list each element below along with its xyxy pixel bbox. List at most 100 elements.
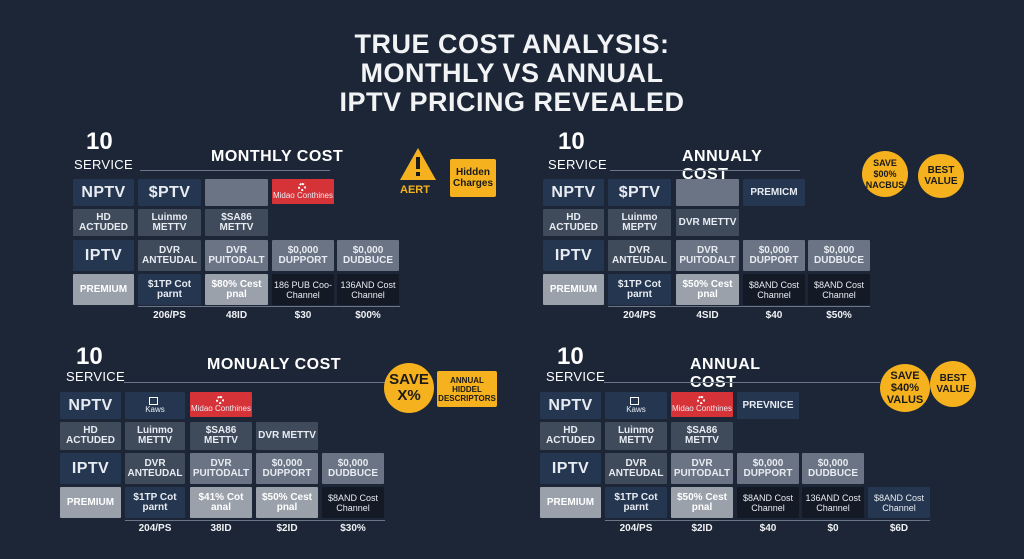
cell-cest: $80% Cest pnal	[205, 274, 268, 305]
gear-icon	[297, 182, 306, 191]
footer-value: $6D	[889, 523, 909, 534]
cell-1tp: $1TP Cot parnt	[608, 274, 671, 305]
best-value-badge: BEST VALUE	[930, 361, 976, 407]
cell-empty	[205, 179, 268, 206]
panel-heading: MONTHLY COST	[211, 148, 344, 165]
cell-dvr-2: DVR PUITODALT	[190, 453, 252, 484]
cell-support: $0,000 DUPPORT	[743, 240, 805, 271]
cell-kaws: Kaws	[125, 392, 185, 419]
cell-support: $0,000 DUPPORT	[272, 240, 334, 271]
cell-dvr-2: DVR PUITODALT	[671, 453, 733, 484]
best-value-badge: BEST VALUE	[918, 154, 964, 198]
cell-luinmo: Luinmo METTV	[138, 209, 201, 236]
cell-dudbuce: $0,000 DUDBUCE	[322, 453, 384, 484]
cell-kaws-label: Kaws	[145, 404, 165, 414]
cell-iptv: IPTV	[540, 453, 601, 484]
cell-luinmo: Luinmo METTV	[125, 422, 185, 450]
save-badge: SAVE $40% VALUS	[880, 364, 930, 412]
service-label: SERVICE	[546, 369, 605, 384]
cell-cost-channel: $8AND Cost Channel	[868, 487, 930, 518]
cell-midao: Midao Conthines	[190, 392, 252, 417]
cell-dudbuce: $0,000 DUDBUCE	[802, 453, 864, 484]
save-badge: SAVE X%	[384, 363, 434, 413]
cell-cost-channel: $8AND Cost Channel	[743, 274, 805, 305]
cell-cost-channel: 136AND Cost Channel	[337, 274, 399, 305]
cell-hd: HD ACTUDED	[73, 209, 134, 236]
cell-nptv: NPTV	[73, 179, 134, 206]
footer-value: $40	[759, 523, 777, 534]
panel-annualy-cost: 10 SERVICE ANNUALY COST SAVE $00% NACBUS…	[0, 0, 964, 321]
cell-iptv: IPTV	[73, 240, 134, 271]
footer-value: $40	[765, 310, 783, 321]
alert-icon	[400, 148, 436, 180]
cell-support: $0,000 DUPPORT	[256, 453, 318, 484]
cell-nptv: NPTV	[60, 392, 121, 419]
cell-iptv: IPTV	[60, 453, 121, 484]
cell-luinmo: Luinmo MEPTV	[608, 209, 671, 236]
cell-nptv: NPTV	[543, 179, 604, 206]
panel-heading: MONUALY COST	[207, 356, 342, 373]
cell-cest: $50% Cest pnal	[671, 487, 733, 518]
footer-value: 48ID	[225, 310, 248, 321]
divider	[605, 520, 930, 521]
cell-dvr-2: DVR PUITODALT	[205, 240, 268, 271]
cell-hd: HD ACTUDED	[540, 422, 601, 450]
service-count: 10	[76, 343, 103, 370]
divider	[125, 520, 385, 521]
cell-premium: PREMIUM	[540, 487, 601, 518]
cell-midao-label: Midao Conthines	[671, 403, 733, 413]
service-count: 10	[557, 343, 584, 370]
footer-value: 4SID	[696, 310, 719, 321]
gear-icon	[696, 395, 705, 404]
service-count: 10	[86, 128, 113, 155]
title-line-3: IPTV PRICING REVEALED	[339, 87, 685, 117]
service-label: SERVICE	[548, 157, 607, 172]
cell-1tp: $1TP Cot parnt	[605, 487, 667, 518]
cell-kaws: Kaws	[605, 392, 667, 419]
title-line-2: MONTHLY VS ANNUAL	[360, 58, 664, 88]
cell-cost-channel: $8AND Cost Channel	[322, 487, 384, 518]
cell-prevnice: PREVNICE	[737, 392, 799, 419]
cell-cost-channel: $8AND Cost Channel	[737, 487, 799, 518]
cell-premium-tier: PREMICM	[743, 179, 805, 206]
cell-nptv: NPTV	[540, 392, 601, 419]
cell-midao-label: Midao Conthines	[190, 403, 252, 413]
title-line-1: TRUE COST ANALYSIS:	[354, 29, 670, 59]
cell-kaws-label: Kaws	[626, 404, 646, 414]
cell-dudbuce: $0,000 DUDBUCE	[808, 240, 870, 271]
cell-dvr-1: DVR ANTEUDAL	[125, 453, 185, 484]
annual-hidden-tag: ANNUAL HIDDEL DESCRIPTORS	[437, 371, 497, 407]
cell-1tp: $1TP Cot parnt	[125, 487, 185, 518]
footer-value: $2ID	[276, 523, 298, 534]
cell-support: $0,000 DUPPORT	[737, 453, 799, 484]
cell-dvr-1: DVR ANTEUDAL	[608, 240, 671, 271]
footer-value: 204/PS	[138, 523, 172, 534]
cell-sptv: $PTV	[138, 179, 201, 206]
cell-sa86: $SA86 METTV	[671, 422, 733, 450]
cell-cost-channel: $8AND Cost Channel	[808, 274, 870, 305]
cell-dvr-1: DVR ANTEUDAL	[138, 240, 201, 271]
cell-dvr-mettv: DVR METTV	[676, 209, 739, 236]
footer-value: 38ID	[210, 523, 232, 534]
cell-midao-label: Midao Conthines	[272, 190, 334, 200]
divider	[604, 382, 880, 383]
cell-midao: Midao Conthines	[671, 392, 733, 417]
footer-value: $30%	[340, 523, 366, 534]
cell-premium: PREMIUM	[73, 274, 134, 305]
cell-coo-channel: 186 PUB Coo-Channel	[272, 274, 334, 305]
cell-dvr-2: DVR PUITODALT	[676, 240, 739, 271]
cell-cest: $50% Cest pnal	[256, 487, 318, 518]
divider	[608, 306, 870, 307]
cell-hd: HD ACTUDED	[543, 209, 604, 236]
footer-value: $00%	[355, 310, 381, 321]
cell-dvr-1: DVR ANTEUDAL	[605, 453, 667, 484]
cell-cot-anal: $41% Cot anal	[190, 487, 252, 518]
cell-sa86: $SA86 METTV	[190, 422, 252, 450]
cell-midao: Midao Conthines	[272, 179, 334, 204]
panel-annual-cost: 10 SERVICE ANNUAL COST SAVE $40% VALUS B…	[0, 0, 976, 534]
page-title: TRUE COST ANALYSIS: MONTHLY VS ANNUAL IP…	[0, 30, 1024, 117]
cell-iptv: IPTV	[543, 240, 604, 271]
cell-dvr-mettv: DVR METTV	[256, 422, 318, 450]
hidden-charges-tag: Hidden Charges	[450, 159, 496, 197]
cell-luinmo: Luinmo METTV	[605, 422, 667, 450]
